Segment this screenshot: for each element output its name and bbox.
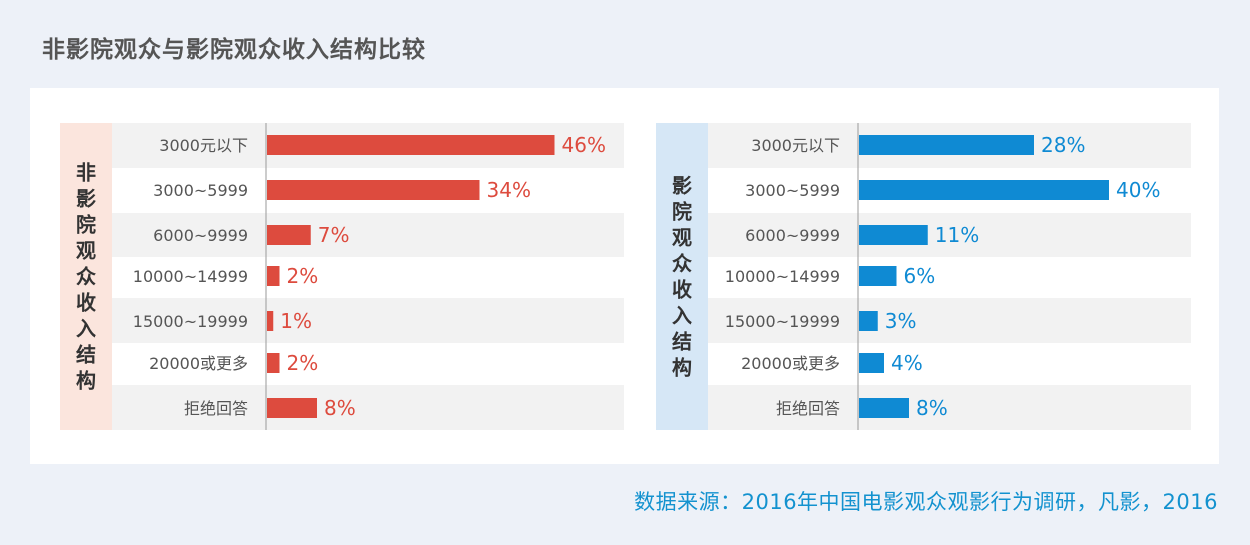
category-label: 拒绝回答 [776, 399, 840, 418]
value-label: 1% [280, 309, 312, 333]
value-label: 46% [562, 133, 606, 157]
category-label: 3000元以下 [751, 136, 840, 155]
bar [859, 398, 909, 418]
row-stripe [112, 385, 624, 430]
bar [859, 266, 897, 286]
value-label: 34% [487, 178, 531, 202]
bar [267, 180, 480, 200]
category-label: 6000~9999 [153, 226, 248, 245]
side-label-background [656, 123, 708, 430]
side-label: 影院观众收入结构 [672, 174, 692, 380]
value-label: 3% [885, 309, 917, 333]
category-label: 3000~5999 [745, 181, 840, 200]
row-stripe [112, 298, 624, 343]
bar [267, 398, 317, 418]
row-stripe [112, 257, 624, 298]
page-title: 非影院观众与影院观众收入结构比较 [42, 37, 426, 63]
category-label: 10000~14999 [133, 267, 248, 286]
chart-panel-2: 影院观众收入结构 3000元以下 28% 3000~5999 40% 6000~9999 1… [656, 123, 1191, 430]
value-label: 28% [1041, 133, 1085, 157]
bar [267, 311, 274, 331]
bar [267, 135, 555, 155]
category-label: 15000~19999 [725, 312, 840, 331]
bar [859, 180, 1109, 200]
value-label: 6% [904, 264, 936, 288]
category-label: 20000或更多 [149, 354, 248, 373]
value-label: 4% [891, 351, 923, 375]
bar [267, 225, 311, 245]
row-stripe [708, 298, 1191, 343]
source-note: 数据来源：2016年中国电影观众观影行为调研，凡影，2016 [634, 490, 1218, 514]
category-label: 拒绝回答 [184, 399, 248, 418]
bar [267, 266, 280, 286]
category-label: 15000~19999 [133, 312, 248, 331]
category-label: 20000或更多 [741, 354, 840, 373]
bar [859, 311, 878, 331]
value-label: 2% [287, 351, 319, 375]
row-stripe [708, 213, 1191, 257]
value-label: 8% [916, 396, 948, 420]
bar [859, 135, 1034, 155]
side-label-background [60, 123, 112, 430]
row-stripe [708, 343, 1191, 385]
category-label: 10000~14999 [725, 267, 840, 286]
value-label: 8% [324, 396, 356, 420]
value-label: 40% [1116, 178, 1160, 202]
bar [267, 353, 280, 373]
row-stripe [708, 385, 1191, 430]
chart-panel-1: 非影院观众收入结构 3000元以下 46% 3000~5999 34% 6000~9999… [60, 123, 624, 430]
value-label: 11% [935, 223, 979, 247]
value-label: 2% [287, 264, 319, 288]
category-label: 6000~9999 [745, 226, 840, 245]
bar [859, 225, 928, 245]
row-stripe [112, 213, 624, 257]
category-label: 3000元以下 [159, 136, 248, 155]
value-label: 7% [318, 223, 350, 247]
side-label: 非影院观众收入结构 [76, 161, 96, 393]
category-label: 3000~5999 [153, 181, 248, 200]
row-stripe [112, 343, 624, 385]
bar [859, 353, 884, 373]
row-stripe [708, 257, 1191, 298]
